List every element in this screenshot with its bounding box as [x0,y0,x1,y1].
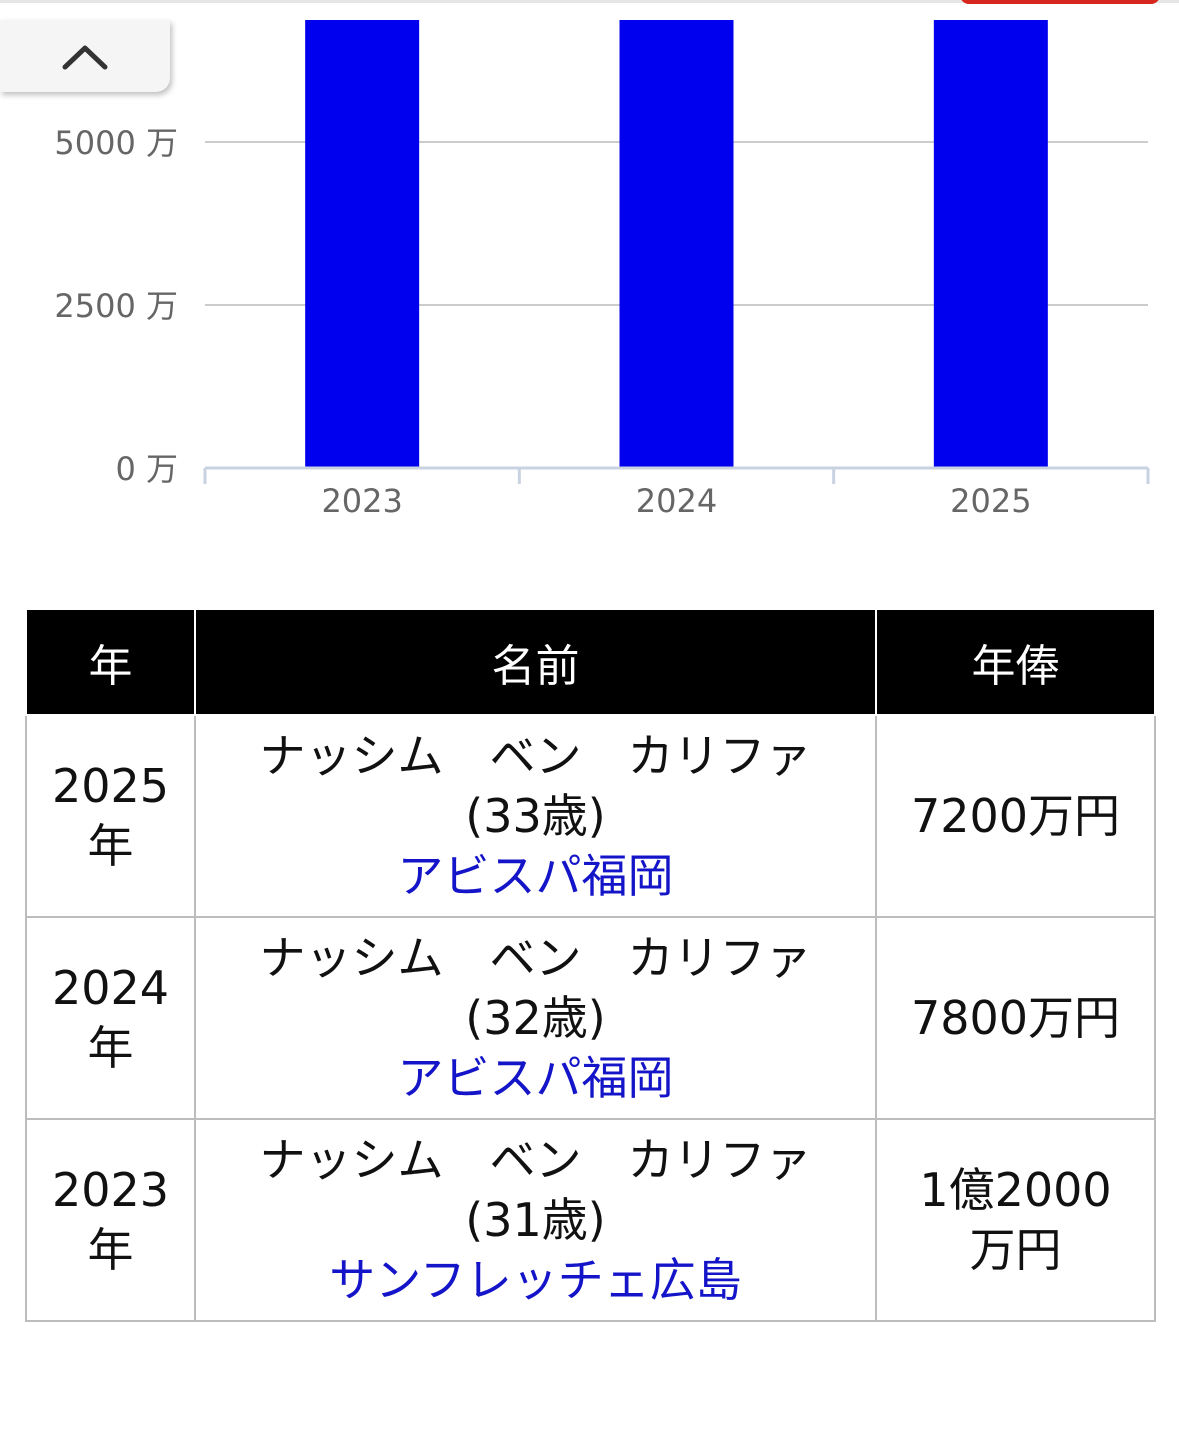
y-tick-label: 2500 万 [54,287,178,325]
salary-cell: 7800万円 [875,916,1156,1120]
table-header-row: 年 名前 年俸 [25,608,1156,716]
header-name: 名前 [194,608,877,716]
y-tick-label: 0 万 [115,450,178,488]
team-link[interactable]: アビスパ福岡 [397,849,674,903]
bar-2025 [933,20,1048,468]
player-age: (32歳) [465,991,606,1045]
player-name: ナッシム ベン カリファ [259,931,812,985]
year-value: 2023 [51,1163,170,1217]
table-row: 2023 年 ナッシム ベン カリファ (31歳) サンフレッチェ広島 1億20… [25,1118,1156,1322]
bar-2024 [619,20,734,468]
scroll-to-top-button[interactable] [0,20,170,92]
header-year: 年 [25,608,196,716]
year-cell: 2023 年 [25,1118,196,1322]
salary-cell: 1億2000 万円 [875,1118,1156,1322]
year-suffix: 年 [87,1223,134,1277]
player-cell: ナッシム ベン カリファ (31歳) サンフレッチェ広島 [194,1118,877,1322]
salary-value-suffix: 万円 [969,1223,1062,1277]
header-button-edge[interactable] [960,0,1160,4]
player-name: ナッシム ベン カリファ [259,1133,812,1187]
team-link[interactable]: アビスパ福岡 [397,1051,674,1105]
player-age: (33歳) [465,789,606,843]
salary-bar-chart: 0 万 2500 万 5000 万 2023 2024 2025 [54,20,1150,520]
player-age: (31歳) [465,1193,606,1247]
salary-value: 7800万円 [910,991,1121,1045]
chevron-up-icon [62,45,108,70]
salary-value: 1億2000 [919,1163,1112,1217]
table-row: 2025 年 ナッシム ベン カリファ (33歳) アビスパ福岡 7200万円 [25,714,1156,918]
x-tick-label: 2024 [636,482,717,520]
salary-table: 年 名前 年俸 2025 年 ナッシム ベン カリファ (33歳) アビスパ福岡… [25,608,1156,1322]
player-name: ナッシム ベン カリファ [259,729,812,783]
table-row: 2024 年 ナッシム ベン カリファ (32歳) アビスパ福岡 7800万円 [25,916,1156,1120]
top-edge [0,0,1179,3]
year-value: 2024 [51,961,170,1015]
bar-2023 [305,20,420,468]
year-suffix: 年 [87,819,134,873]
salary-cell: 7200万円 [875,714,1156,918]
x-tick-label: 2025 [950,482,1031,520]
player-cell: ナッシム ベン カリファ (33歳) アビスパ福岡 [194,714,877,918]
salary-value: 7200万円 [910,789,1121,843]
header-salary: 年俸 [875,608,1156,716]
year-value: 2025 [51,759,170,813]
year-suffix: 年 [87,1021,134,1075]
year-cell: 2024 年 [25,916,196,1120]
team-link[interactable]: サンフレッチェ広島 [329,1253,742,1307]
player-cell: ナッシム ベン カリファ (32歳) アビスパ福岡 [194,916,877,1120]
x-tick-label: 2023 [321,482,402,520]
year-cell: 2025 年 [25,714,196,918]
y-tick-label: 5000 万 [54,124,178,162]
